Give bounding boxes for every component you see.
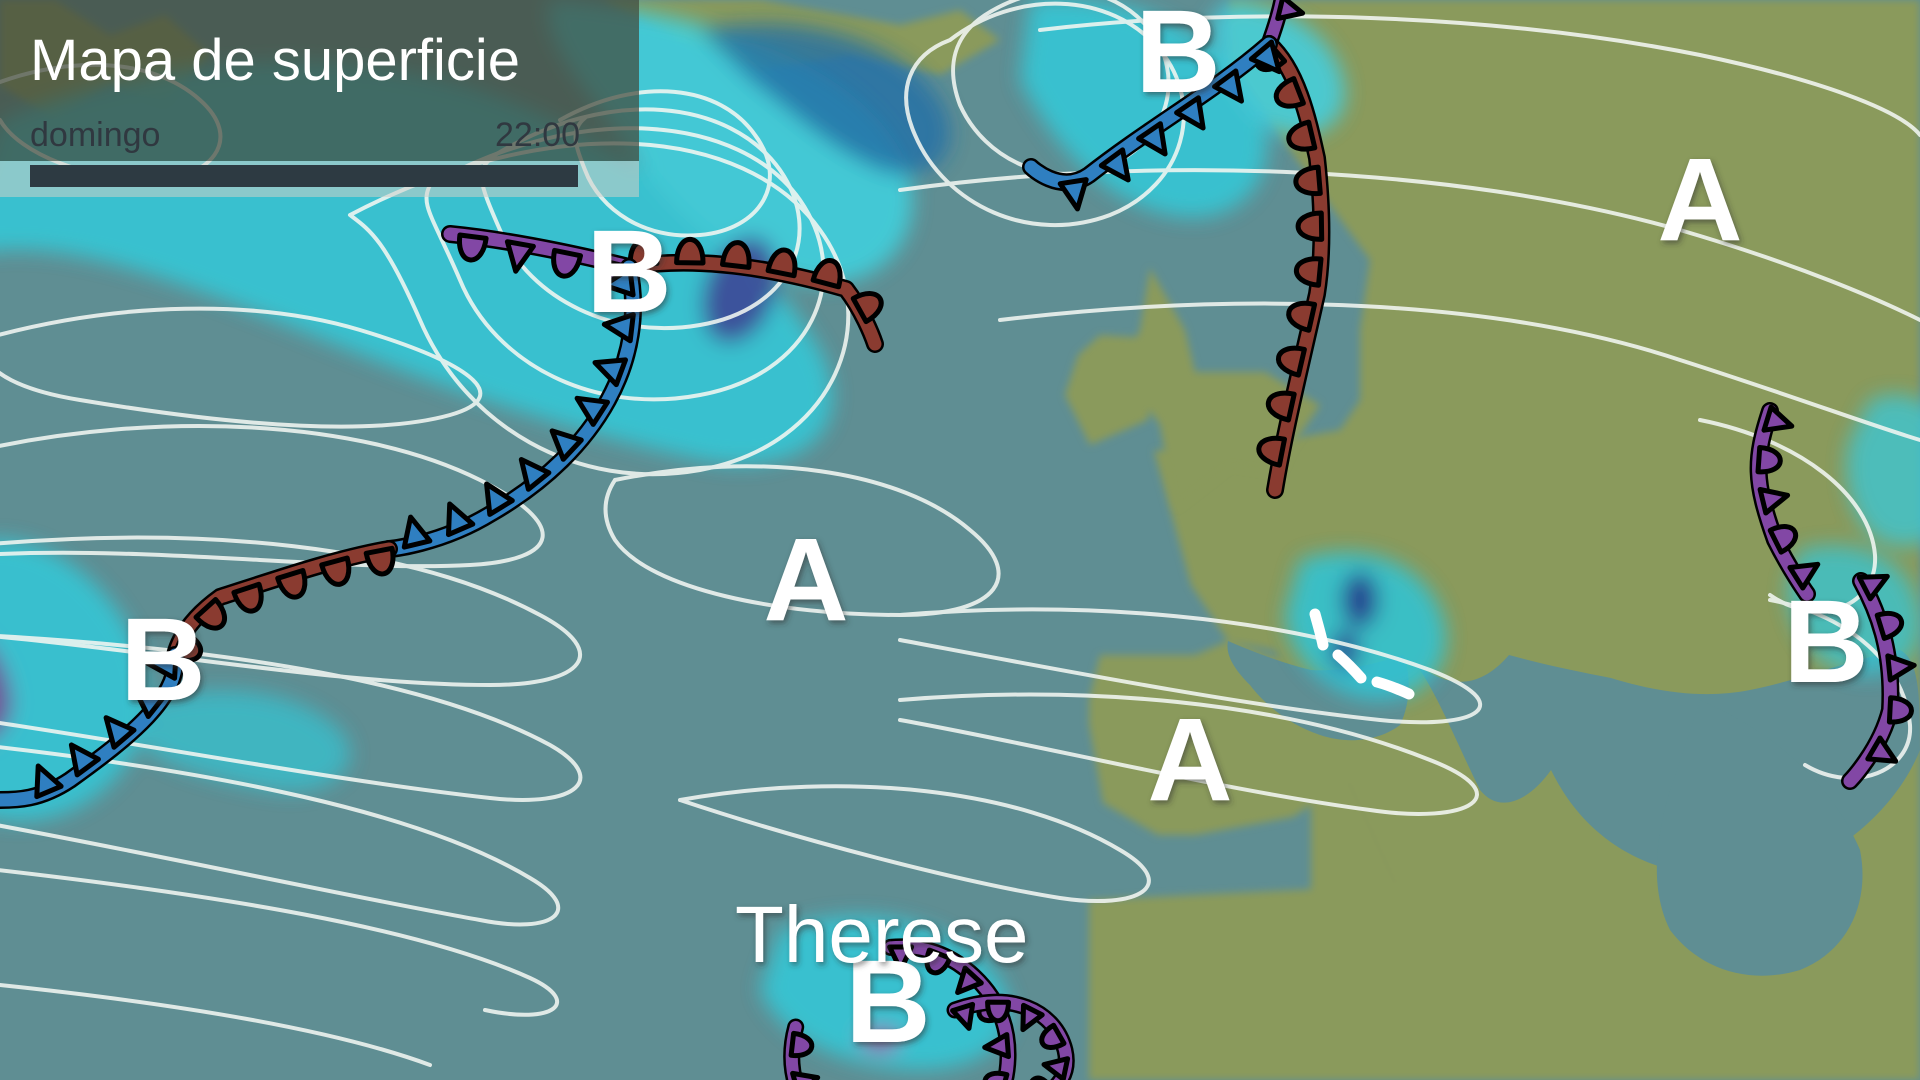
svg-text:A: A xyxy=(1147,694,1232,826)
svg-text:22:00: 22:00 xyxy=(495,116,580,154)
svg-text:A: A xyxy=(763,514,848,646)
svg-text:Mapa de superficie: Mapa de superficie xyxy=(30,28,520,93)
svg-text:domingo: domingo xyxy=(30,116,160,154)
svg-text:A: A xyxy=(1657,134,1742,266)
svg-text:B: B xyxy=(1135,0,1220,118)
svg-text:B: B xyxy=(586,206,671,338)
svg-text:B: B xyxy=(1783,576,1868,708)
svg-text:B: B xyxy=(120,594,205,726)
svg-text:Therese: Therese xyxy=(735,890,1028,979)
